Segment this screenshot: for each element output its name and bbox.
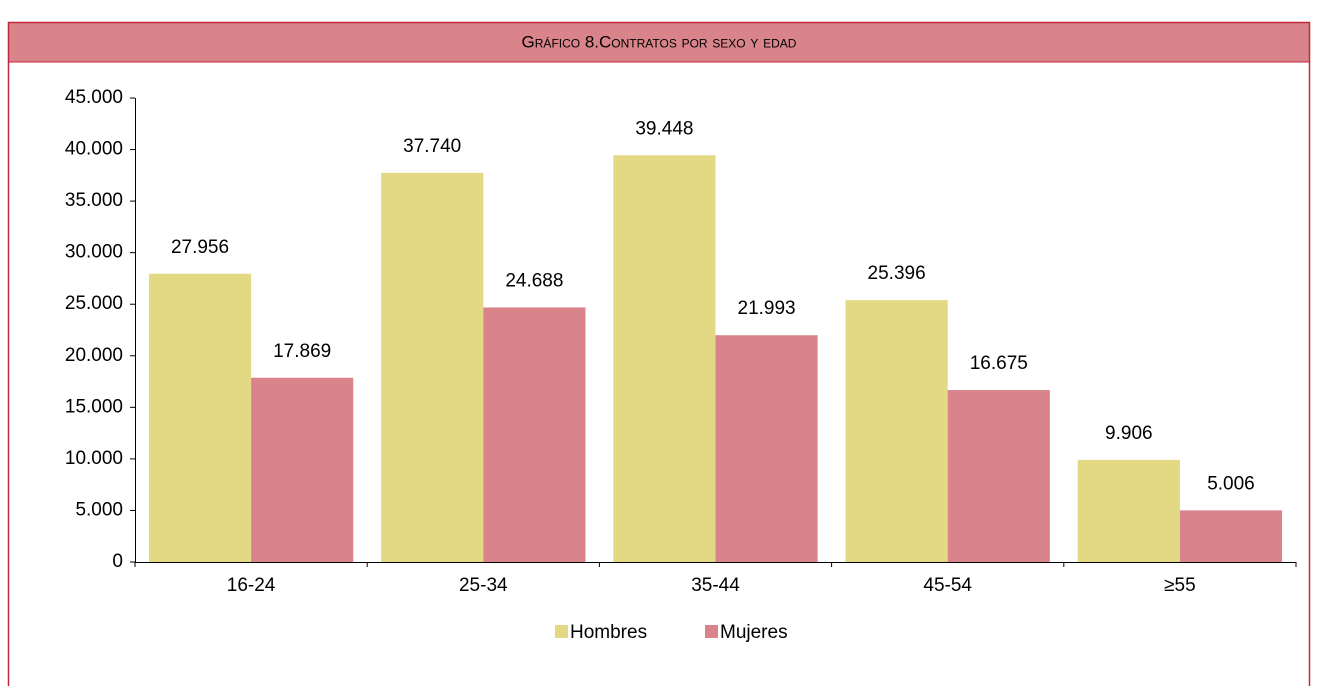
bar <box>715 335 818 562</box>
bar <box>148 273 252 562</box>
x-tick-label: 35-44 <box>691 575 740 596</box>
bar <box>483 307 586 562</box>
value-label: 27.956 <box>171 237 229 258</box>
legend-swatch <box>705 625 718 638</box>
value-label: 37.740 <box>403 136 461 157</box>
value-label: 5.006 <box>1207 473 1255 494</box>
value-label: 9.906 <box>1105 423 1153 444</box>
value-label: 16.675 <box>970 353 1028 374</box>
header-band <box>8 22 1310 62</box>
value-label: 39.448 <box>635 118 693 139</box>
x-tick-label: 45-54 <box>923 575 972 596</box>
value-label: 21.993 <box>738 298 796 319</box>
value-label: 24.688 <box>505 270 563 291</box>
bar <box>1179 510 1283 562</box>
frame <box>7 21 1311 686</box>
x-tick-label: ≥55 <box>1164 575 1196 596</box>
y-tick-label: 45.000 <box>65 87 123 108</box>
bar <box>845 300 948 562</box>
y-tick-label: 20.000 <box>65 345 123 366</box>
y-tick-label: 10.000 <box>65 448 123 469</box>
x-tick-label: 25-34 <box>459 575 508 596</box>
value-label: 17.869 <box>273 341 331 362</box>
legend-swatch <box>555 625 568 638</box>
bar <box>947 390 1050 562</box>
bar <box>381 172 484 562</box>
y-tick-label: 35.000 <box>65 190 123 211</box>
y-tick-label: 15.000 <box>65 396 123 417</box>
x-tick-label: 16-24 <box>227 575 276 596</box>
bar <box>251 377 354 562</box>
legend-label: Hombres <box>570 622 647 643</box>
value-label: 25.396 <box>868 263 926 284</box>
chart-title: Gráfico 8.Contratos por sexo y edad <box>522 32 797 51</box>
y-tick-label: 0 <box>112 551 123 572</box>
legend-label: Mujeres <box>720 622 788 643</box>
bar <box>1077 459 1180 562</box>
bar <box>613 155 716 562</box>
y-tick-label: 30.000 <box>65 242 123 263</box>
y-tick-label: 5.000 <box>75 499 123 520</box>
y-tick-label: 25.000 <box>65 293 123 314</box>
y-tick-label: 40.000 <box>65 139 123 160</box>
